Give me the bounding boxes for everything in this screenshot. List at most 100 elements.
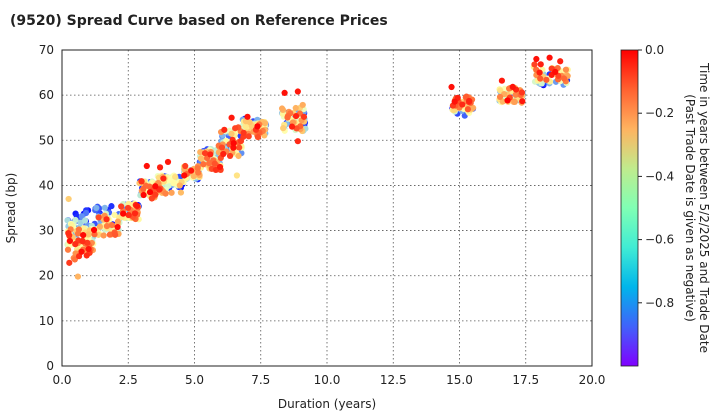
data-point: [216, 163, 224, 171]
data-point: [120, 210, 127, 217]
data-point: [236, 144, 243, 151]
x-tick-label: 20.0: [579, 373, 606, 387]
data-point: [108, 221, 116, 229]
data-point: [182, 162, 189, 170]
data-point: [226, 152, 234, 160]
data-point: [162, 190, 169, 197]
data-point: [131, 210, 139, 217]
data-point: [71, 256, 78, 263]
data-point: [82, 209, 90, 217]
data-point: [498, 77, 505, 84]
data-point: [469, 104, 477, 112]
data-point: [464, 106, 471, 113]
data-point: [536, 69, 543, 76]
data-point: [496, 93, 504, 101]
x-tick-label: 10.0: [314, 373, 341, 387]
data-point: [466, 97, 473, 105]
data-point: [114, 223, 121, 231]
data-point: [294, 88, 301, 95]
data-point: [546, 54, 553, 61]
data-point: [101, 204, 108, 211]
colorbar: [620, 49, 639, 367]
y-tick-label: 20: [39, 269, 54, 283]
data-point: [200, 161, 207, 168]
data-point: [288, 123, 296, 130]
data-point: [244, 113, 251, 120]
data-point: [228, 130, 235, 137]
y-tick-label: 50: [39, 133, 54, 147]
data-point: [78, 213, 85, 220]
data-point: [96, 223, 104, 230]
data-point: [284, 114, 291, 121]
data-point: [152, 183, 159, 190]
colorbar-tick-label: −0.8: [645, 296, 674, 310]
data-point: [106, 231, 113, 238]
data-point: [537, 75, 544, 82]
x-tick-label: 0.0: [52, 373, 71, 387]
y-axis-label: Spread (bp): [4, 173, 18, 244]
y-axis-ticks: 0 10 20 30 40 50 60 70: [39, 43, 54, 373]
data-point: [299, 101, 306, 109]
data-point: [557, 58, 564, 65]
data-point: [280, 125, 287, 132]
y-tick-label: 60: [39, 88, 54, 102]
data-point: [79, 238, 86, 245]
data-point: [221, 126, 228, 133]
data-point: [152, 191, 159, 198]
y-tick-label: 10: [39, 314, 54, 328]
data-point: [300, 113, 308, 120]
data-point: [509, 83, 516, 90]
data-point: [230, 140, 237, 147]
x-tick-label: 7.5: [251, 373, 270, 387]
chart-title: (9520) Spread Curve based on Reference P…: [10, 13, 388, 29]
data-point: [140, 185, 147, 193]
data-point: [245, 133, 252, 140]
data-point: [560, 75, 568, 82]
data-point: [103, 223, 111, 230]
data-point: [65, 229, 72, 237]
data-point: [134, 202, 141, 210]
data-point: [281, 89, 288, 96]
x-tick-label: 2.5: [119, 373, 138, 387]
data-point: [66, 237, 73, 245]
x-tick-label: 17.5: [512, 373, 539, 387]
data-point: [220, 150, 227, 158]
data-point: [201, 150, 209, 157]
data-point: [112, 231, 119, 238]
plot-frame: [61, 49, 593, 367]
x-axis-label: Duration (years): [278, 397, 376, 411]
data-point: [85, 231, 92, 238]
data-point: [176, 182, 183, 189]
data-point: [504, 97, 511, 104]
data-point: [232, 125, 239, 132]
data-point: [511, 98, 518, 105]
data-point: [75, 226, 83, 233]
colorbar-tick-label: −0.2: [645, 106, 674, 120]
data-point: [80, 232, 87, 239]
data-point: [78, 248, 85, 255]
data-point: [172, 173, 179, 180]
data-point: [211, 160, 218, 167]
data-point: [140, 191, 147, 199]
x-axis-ticks: 0.0 2.5 5.0 7.5 10.0 12.5 15.0 17.5 20.0: [52, 373, 605, 387]
data-point: [181, 172, 188, 179]
data-point: [499, 98, 506, 105]
data-point: [168, 189, 175, 196]
data-point: [125, 211, 132, 219]
data-point: [292, 104, 299, 112]
data-point: [519, 98, 526, 105]
colorbar-tick-label: −0.4: [645, 169, 674, 183]
data-point: [459, 101, 466, 108]
colorbar-ticks: 0.0 −0.2 −0.4 −0.6 −0.8: [638, 43, 674, 310]
y-tick-label: 70: [39, 43, 54, 57]
data-point: [294, 138, 301, 145]
colorbar-tick-label: 0.0: [645, 43, 664, 57]
data-point: [218, 144, 226, 151]
y-tick-label: 0: [46, 359, 54, 373]
data-point: [228, 114, 235, 121]
data-point: [146, 189, 154, 196]
data-point: [84, 239, 91, 246]
x-tick-label: 15.0: [446, 373, 473, 387]
data-point: [552, 68, 559, 76]
data-point: [177, 189, 185, 196]
